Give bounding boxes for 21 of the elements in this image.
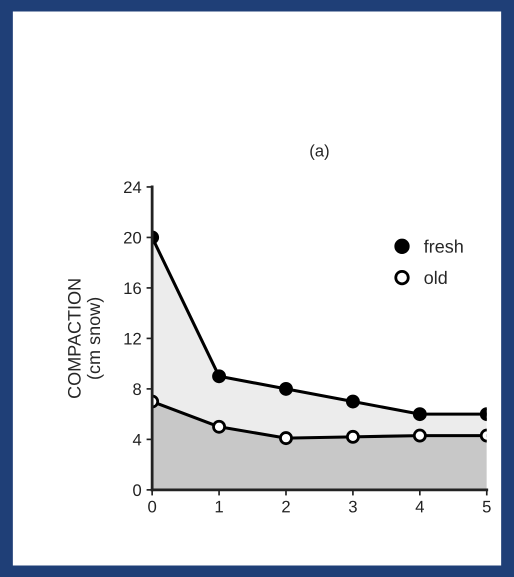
x-tick-label: 1	[216, 500, 223, 512]
x-tick-label: 0	[148, 500, 156, 513]
point	[346, 430, 360, 444]
y-tick-label: 24	[124, 181, 142, 193]
y-tick-label: 4	[132, 434, 142, 446]
x-tick-label: 2	[282, 500, 290, 512]
point	[279, 431, 293, 446]
y-tick-label: 0	[133, 484, 142, 496]
legend-label: fresh	[424, 240, 463, 253]
y-tick-label: 16	[124, 282, 141, 294]
y-tick-label: 12	[124, 332, 141, 344]
x-tick-label: 4	[416, 500, 424, 512]
chart-title: (a)	[310, 144, 329, 160]
x-tick-label: 5	[482, 500, 491, 513]
y-tick-label: 20	[124, 232, 142, 244]
point	[279, 382, 293, 396]
point	[346, 394, 360, 408]
x-tick-label: 3	[348, 500, 357, 513]
legend-label: old	[424, 270, 447, 284]
y-tick-label: 8	[133, 383, 142, 396]
y-axis-title: COMPACTION (cm snow)	[68, 279, 104, 398]
